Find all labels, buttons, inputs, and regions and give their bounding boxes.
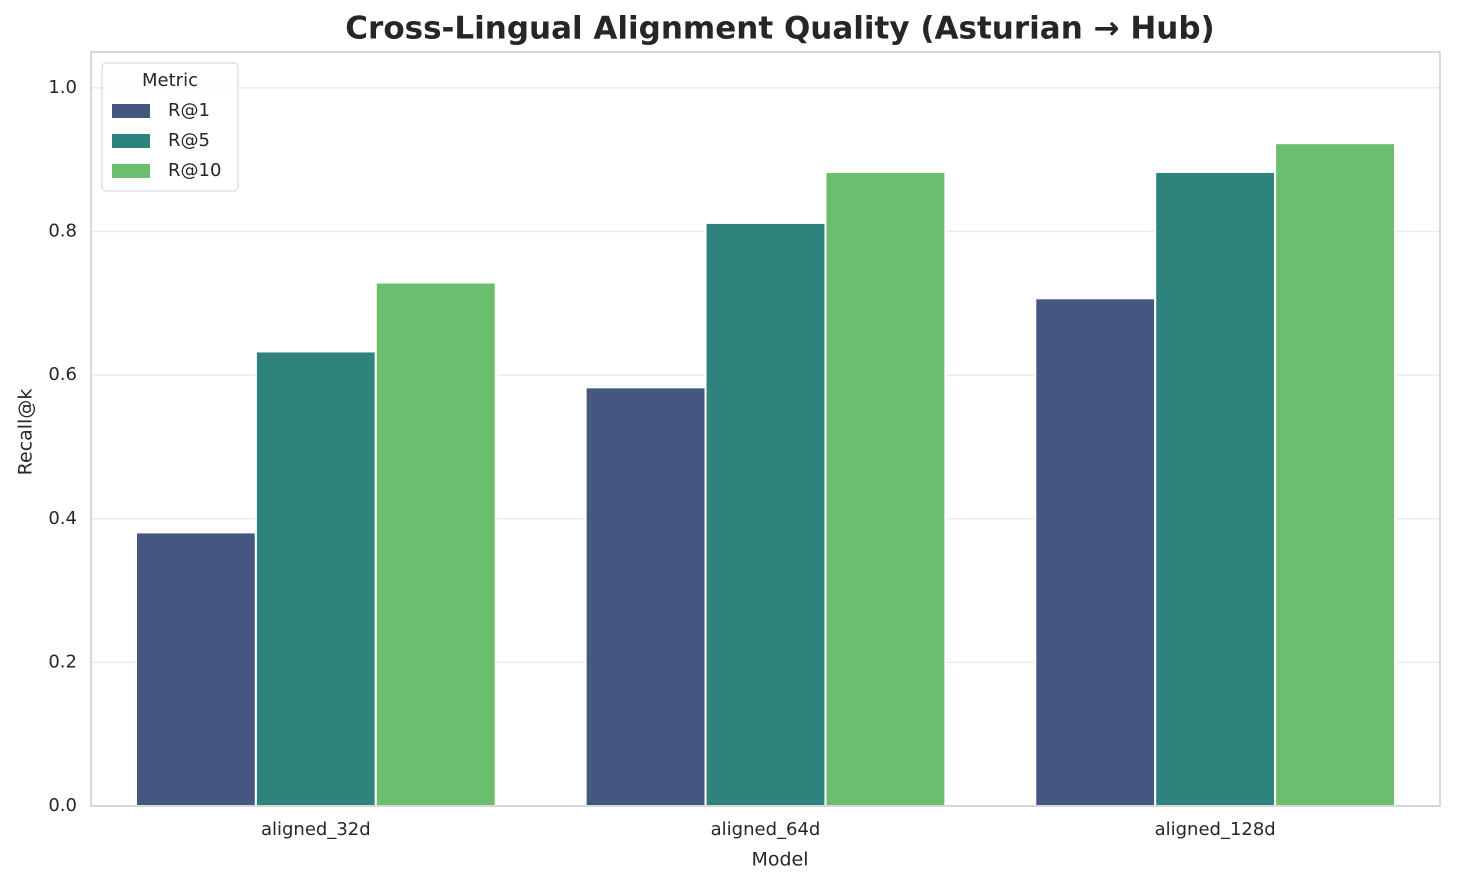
- chart-title: Cross-Lingual Alignment Quality (Asturia…: [345, 11, 1214, 47]
- bar: [1034, 297, 1157, 807]
- y-tick-label: 0.2: [48, 651, 77, 672]
- y-tick-label: 1.0: [48, 77, 77, 98]
- y-tick-label: 0.6: [48, 364, 77, 385]
- bar: [584, 386, 707, 807]
- y-tick-label: 0.0: [48, 795, 77, 816]
- plot-frame: [90, 51, 1441, 807]
- legend-label: R@10: [168, 160, 221, 181]
- bar: [134, 531, 257, 807]
- legend-title: Metric: [142, 70, 198, 91]
- y-axis-label: Recall@k: [15, 389, 37, 476]
- legend-box: [101, 62, 239, 192]
- bar: [374, 281, 497, 808]
- bar: [824, 170, 947, 808]
- y-tick-label: 0.4: [48, 508, 77, 529]
- legend-label: R@5: [168, 130, 210, 151]
- x-tick-label: aligned_64d: [711, 819, 821, 840]
- bar: [1154, 170, 1277, 808]
- bar: [1274, 142, 1397, 807]
- legend-swatch: [112, 134, 150, 148]
- legend-label: R@1: [168, 100, 210, 121]
- x-axis-label: Model: [751, 849, 808, 871]
- bar: [704, 221, 827, 807]
- bar: [254, 350, 377, 807]
- legend-swatch: [112, 104, 150, 118]
- y-tick-label: 0.8: [48, 221, 77, 242]
- legend-swatch: [112, 164, 150, 178]
- x-tick-label: aligned_128d: [1155, 819, 1276, 840]
- x-tick-label: aligned_32d: [261, 819, 371, 840]
